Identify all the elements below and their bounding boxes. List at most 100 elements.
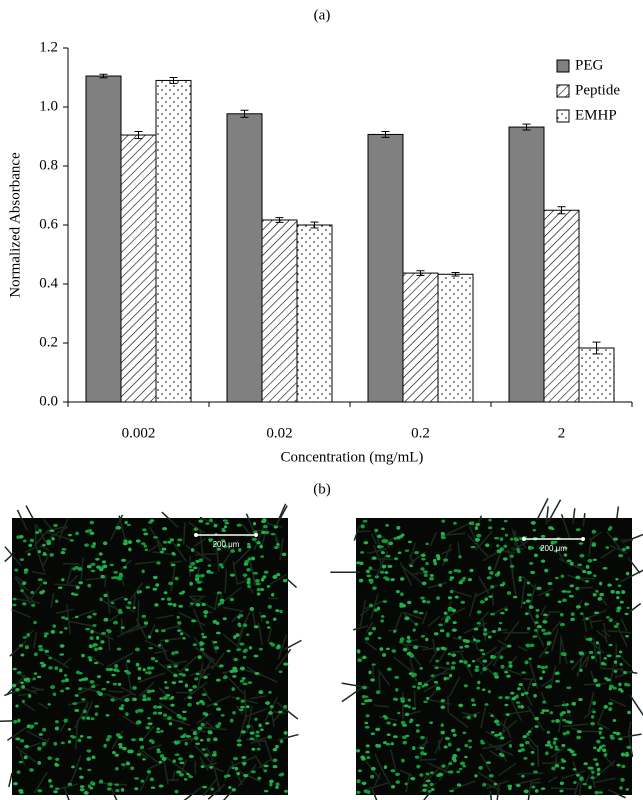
cell-body bbox=[283, 639, 302, 651]
nucleus bbox=[194, 577, 200, 582]
cell-body bbox=[511, 538, 532, 552]
nucleus bbox=[90, 629, 94, 634]
nucleus bbox=[586, 570, 592, 575]
cell-body bbox=[592, 637, 598, 663]
nucleus bbox=[229, 669, 235, 673]
nucleus bbox=[403, 704, 409, 708]
nucleus bbox=[615, 609, 621, 613]
nucleus bbox=[395, 780, 401, 784]
nucleus bbox=[37, 578, 43, 582]
nucleus bbox=[525, 599, 531, 603]
nucleus bbox=[375, 727, 381, 732]
nucleus bbox=[21, 684, 25, 689]
nucleus bbox=[143, 532, 149, 536]
nucleus bbox=[101, 687, 107, 691]
nucleus bbox=[406, 651, 412, 656]
cell-body bbox=[550, 665, 557, 688]
nucleus bbox=[193, 527, 199, 531]
nucleus bbox=[560, 651, 566, 656]
cell-body bbox=[468, 525, 479, 546]
cell-body bbox=[193, 608, 204, 631]
nucleus bbox=[258, 690, 264, 695]
nucleus bbox=[209, 518, 213, 523]
nucleus bbox=[401, 735, 407, 740]
nucleus bbox=[234, 766, 239, 771]
nucleus bbox=[236, 739, 242, 743]
nucleus bbox=[200, 765, 205, 769]
nucleus bbox=[430, 674, 435, 678]
nucleus bbox=[554, 672, 559, 676]
cell-body bbox=[508, 695, 522, 721]
nucleus bbox=[188, 754, 194, 759]
nucleus bbox=[18, 643, 24, 648]
nucleus bbox=[259, 544, 264, 549]
nucleus bbox=[43, 635, 48, 638]
nucleus bbox=[393, 557, 399, 561]
nucleus bbox=[64, 617, 69, 621]
nucleus bbox=[525, 740, 530, 745]
nucleus bbox=[499, 537, 504, 541]
nucleus bbox=[366, 569, 370, 574]
nucleus bbox=[440, 705, 446, 710]
nucleus bbox=[602, 567, 608, 570]
cell-body bbox=[440, 607, 466, 621]
nucleus bbox=[162, 527, 168, 531]
nucleus bbox=[138, 737, 144, 742]
nucleus bbox=[544, 665, 548, 669]
cell-body bbox=[559, 635, 562, 665]
nucleus bbox=[176, 713, 182, 718]
nucleus bbox=[200, 722, 205, 727]
nucleus bbox=[177, 757, 183, 761]
nucleus bbox=[213, 703, 218, 706]
cell-body bbox=[107, 690, 124, 693]
nucleus bbox=[576, 730, 582, 734]
nucleus bbox=[96, 690, 100, 694]
image-background bbox=[12, 518, 288, 795]
nucleus bbox=[543, 613, 548, 617]
cell-body bbox=[576, 656, 589, 676]
cell-body bbox=[485, 731, 500, 740]
nucleus bbox=[505, 713, 510, 717]
nucleus bbox=[503, 544, 508, 548]
cell-body bbox=[120, 686, 137, 697]
nucleus bbox=[160, 550, 164, 554]
cell-body bbox=[341, 685, 365, 703]
nucleus bbox=[499, 736, 505, 740]
nucleus bbox=[61, 679, 66, 683]
nucleus bbox=[253, 625, 259, 629]
nucleus bbox=[79, 785, 85, 789]
nucleus bbox=[147, 635, 152, 639]
nucleus bbox=[23, 677, 28, 682]
nucleus bbox=[546, 730, 551, 734]
nucleus bbox=[13, 781, 18, 786]
cell-body bbox=[106, 590, 111, 614]
nucleus bbox=[613, 660, 618, 664]
nucleus bbox=[365, 744, 370, 748]
nucleus bbox=[256, 541, 261, 545]
cell-body bbox=[258, 758, 273, 769]
nucleus bbox=[526, 593, 532, 597]
nucleus bbox=[33, 672, 38, 675]
nucleus bbox=[358, 578, 364, 583]
nucleus bbox=[397, 551, 402, 555]
nucleus bbox=[508, 661, 513, 664]
nucleus bbox=[563, 553, 568, 557]
cell-body bbox=[365, 621, 374, 633]
nucleus bbox=[260, 728, 264, 732]
y-tick-label: 0.6 bbox=[39, 216, 58, 232]
nucleus bbox=[126, 659, 131, 663]
nucleus bbox=[23, 755, 28, 760]
nucleus bbox=[460, 600, 466, 604]
nucleus bbox=[621, 764, 626, 769]
nucleus bbox=[546, 631, 552, 635]
nucleus bbox=[595, 683, 601, 687]
nucleus bbox=[625, 546, 630, 550]
nucleus bbox=[398, 535, 404, 538]
nucleus bbox=[523, 757, 528, 760]
nucleus bbox=[60, 741, 65, 745]
nucleus bbox=[402, 724, 408, 727]
nucleus bbox=[206, 569, 212, 574]
nucleus bbox=[506, 644, 512, 648]
nucleus bbox=[241, 756, 247, 759]
cell-body bbox=[402, 565, 426, 587]
